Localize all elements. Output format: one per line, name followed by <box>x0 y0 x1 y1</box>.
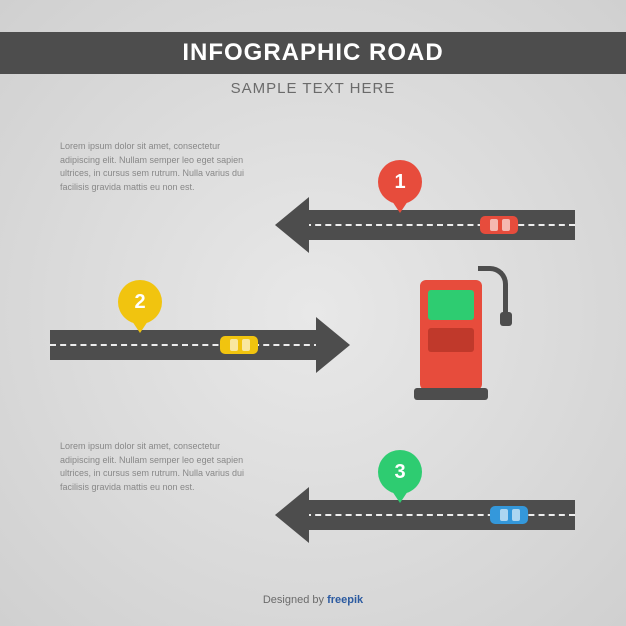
road-body <box>305 210 575 240</box>
road-3 <box>275 500 575 530</box>
arrow-left-icon <box>275 197 309 253</box>
pump-screen <box>428 290 474 320</box>
text-block-2: Lorem ipsum dolor sit amet, consectetur … <box>60 440 250 494</box>
pin-number: 1 <box>394 171 405 194</box>
arrow-right-icon <box>316 317 350 373</box>
car-icon <box>490 506 528 524</box>
pump-hose <box>478 266 508 316</box>
page-title: INFOGRAPHIC ROAD <box>182 39 443 67</box>
header-bar: INFOGRAPHIC ROAD <box>0 32 626 74</box>
pump-nozzle <box>500 312 512 326</box>
pump-panel <box>428 328 474 352</box>
gas-pump-icon <box>420 280 482 390</box>
pump-base <box>414 388 488 400</box>
car-icon <box>480 216 518 234</box>
credit-line: Designed by freepik <box>0 594 626 606</box>
arrow-left-icon <box>275 487 309 543</box>
page-subtitle: SAMPLE TEXT HERE <box>0 80 626 97</box>
car-icon <box>220 336 258 354</box>
credit-brand: freepik <box>327 594 363 606</box>
credit-prefix: Designed by <box>263 594 327 606</box>
road-1 <box>275 210 575 240</box>
pump-body <box>420 280 482 390</box>
road-body <box>305 500 575 530</box>
pin-1: 1 <box>378 160 422 204</box>
road-2 <box>50 330 350 360</box>
text-block-1: Lorem ipsum dolor sit amet, consectetur … <box>60 140 250 194</box>
pin-3: 3 <box>378 450 422 494</box>
pin-2: 2 <box>118 280 162 324</box>
pin-number: 3 <box>394 461 405 484</box>
pin-number: 2 <box>134 291 145 314</box>
road-body <box>50 330 320 360</box>
